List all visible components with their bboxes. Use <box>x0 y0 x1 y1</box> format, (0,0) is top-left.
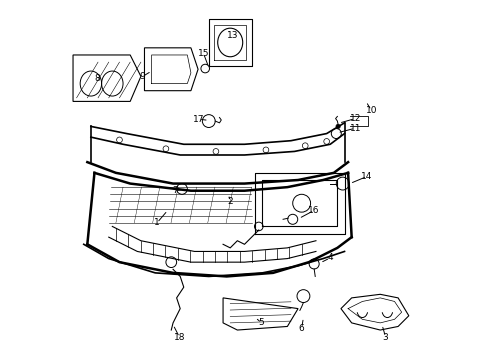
Text: 7: 7 <box>172 186 177 195</box>
Text: 14: 14 <box>361 172 372 181</box>
Text: 5: 5 <box>258 318 264 327</box>
Text: 2: 2 <box>227 197 233 206</box>
Circle shape <box>335 124 340 129</box>
Text: 16: 16 <box>308 206 319 215</box>
Text: 9: 9 <box>140 72 145 81</box>
Text: 12: 12 <box>349 114 360 123</box>
Text: 18: 18 <box>173 333 185 342</box>
Text: 10: 10 <box>365 106 376 115</box>
Text: 15: 15 <box>197 49 209 58</box>
Text: 17: 17 <box>193 115 204 124</box>
Text: 6: 6 <box>298 324 304 333</box>
Text: 8: 8 <box>94 74 100 83</box>
Text: 4: 4 <box>327 253 332 262</box>
Text: 1: 1 <box>154 219 160 228</box>
Text: 11: 11 <box>349 124 360 133</box>
Text: 3: 3 <box>382 333 387 342</box>
Text: 13: 13 <box>227 31 238 40</box>
